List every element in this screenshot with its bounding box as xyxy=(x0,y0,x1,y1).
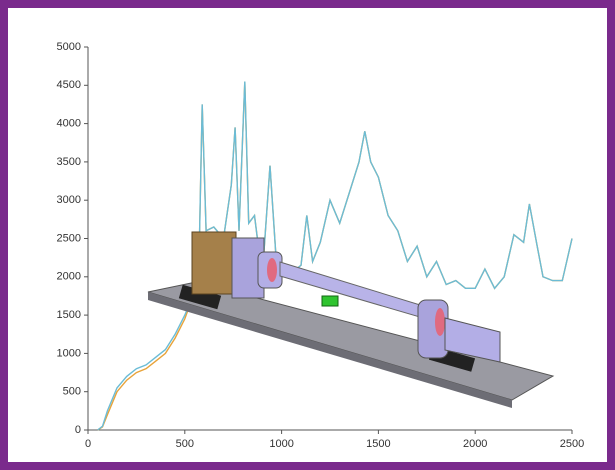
x-tick-label: 1000 xyxy=(269,438,293,450)
y-tick-label: 5000 xyxy=(57,41,81,53)
x-tick-label: 500 xyxy=(176,438,194,450)
series-line xyxy=(97,81,573,431)
y-tick-label: 4000 xyxy=(57,118,81,130)
rail-side xyxy=(148,292,512,408)
y-tick-label: 2500 xyxy=(57,232,81,244)
x-tick-label: 2500 xyxy=(560,438,584,450)
machine-render xyxy=(147,231,555,408)
y-tick-label: 1000 xyxy=(57,347,81,359)
ring xyxy=(267,258,277,282)
sensor xyxy=(321,295,339,307)
motor xyxy=(191,231,237,295)
x-tick-label: 1500 xyxy=(366,438,390,450)
x-tick-label: 2000 xyxy=(463,438,487,450)
x-tick-label: 0 xyxy=(85,438,91,450)
y-tick-label: 4500 xyxy=(57,79,81,91)
foot xyxy=(178,284,222,310)
load-block xyxy=(444,317,501,363)
y-tick-label: 2000 xyxy=(57,271,81,283)
y-tick-label: 0 xyxy=(75,424,81,436)
y-tick-label: 1500 xyxy=(57,309,81,321)
y-tick-label: 500 xyxy=(63,386,81,398)
ring xyxy=(435,308,445,336)
y-tick-label: 3500 xyxy=(57,156,81,168)
plot: 0500100015002000250030003500400045005000… xyxy=(57,41,585,450)
y-tick-label: 3000 xyxy=(57,194,81,206)
